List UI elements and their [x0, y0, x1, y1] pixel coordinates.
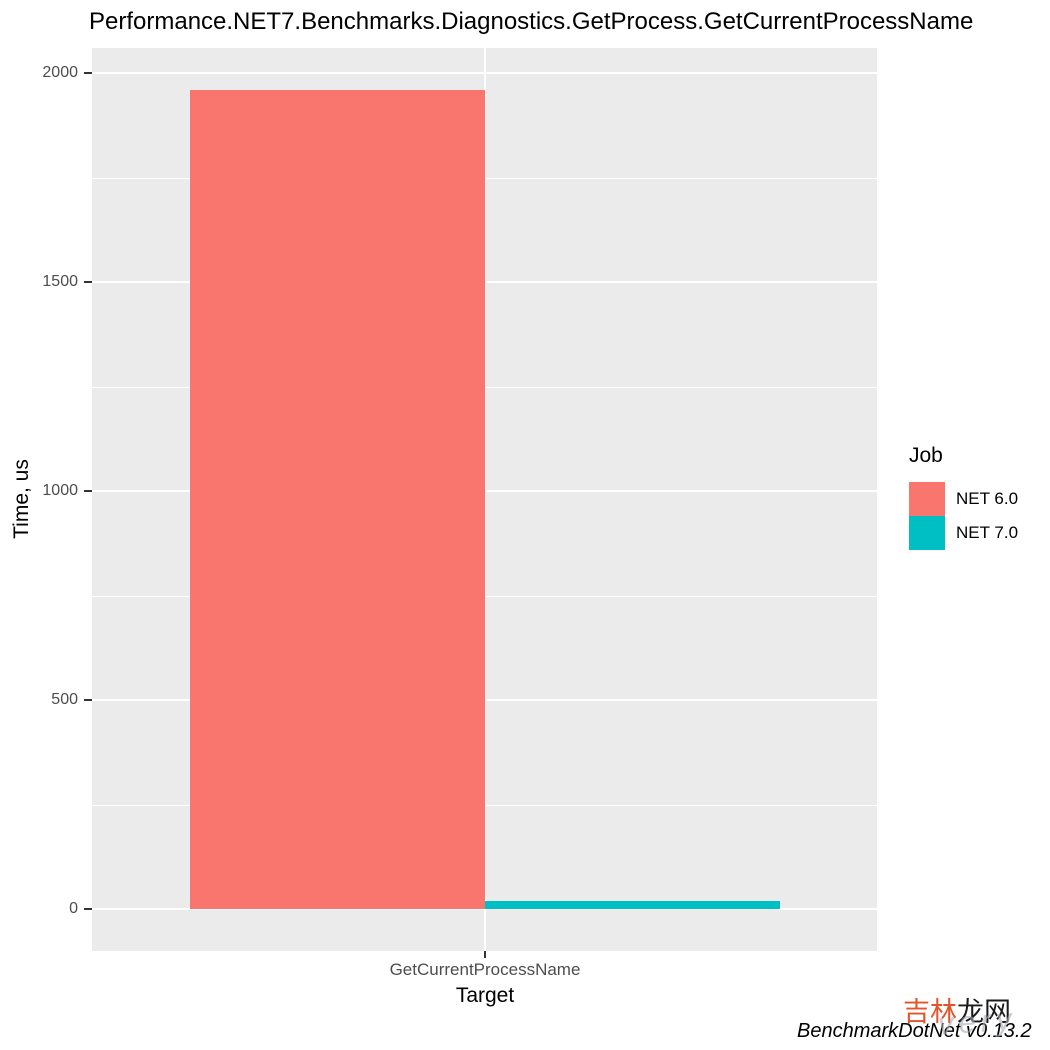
y-tick-mark	[84, 699, 92, 701]
legend-swatch	[909, 516, 945, 550]
bar-net-7-0	[485, 901, 780, 909]
site-watermark-rest: 龙网	[957, 997, 1011, 1027]
y-tick-mark	[84, 281, 92, 283]
site-watermark: 吉林龙网	[903, 998, 1011, 1027]
plot-panel	[92, 48, 877, 951]
y-tick-label: 2000	[42, 64, 78, 81]
x-category-label: GetCurrentProcessName	[389, 960, 581, 979]
site-watermark-highlight: 吉林	[903, 997, 957, 1027]
y-tick-mark	[84, 490, 92, 492]
legend-swatch	[909, 482, 945, 516]
x-axis-title: Target	[455, 984, 515, 1007]
x-tick-mark	[484, 951, 486, 958]
legend-title: Job	[909, 444, 943, 467]
legend-key: NET 6.0	[909, 482, 1018, 516]
chart-title: Performance.NET7.Benchmarks.Diagnostics.…	[89, 8, 974, 35]
benchmarkdotnet-credit: BenchmarkDotNet v0.13.2	[797, 1020, 1032, 1042]
legend: Job NET 6.0 NET 7.0	[909, 444, 1018, 550]
y-tick-mark	[84, 908, 92, 910]
y-tick-label: 500	[51, 691, 78, 708]
faint-watermark: very	[936, 1001, 1018, 1042]
y-tick-label: 1500	[42, 273, 78, 290]
legend-keys: NET 6.0 NET 7.0	[909, 482, 1018, 550]
x-major-gridline	[484, 48, 486, 951]
legend-label: NET 6.0	[956, 489, 1019, 508]
y-tick-label: 0	[69, 900, 78, 917]
legend-key: NET 7.0	[909, 516, 1018, 550]
y-axis-title: Time, us	[10, 459, 33, 539]
y-tick-mark	[84, 72, 92, 74]
bar-net-6-0	[190, 90, 485, 909]
y-tick-label: 1000	[42, 482, 78, 499]
legend-label: NET 7.0	[956, 523, 1019, 542]
